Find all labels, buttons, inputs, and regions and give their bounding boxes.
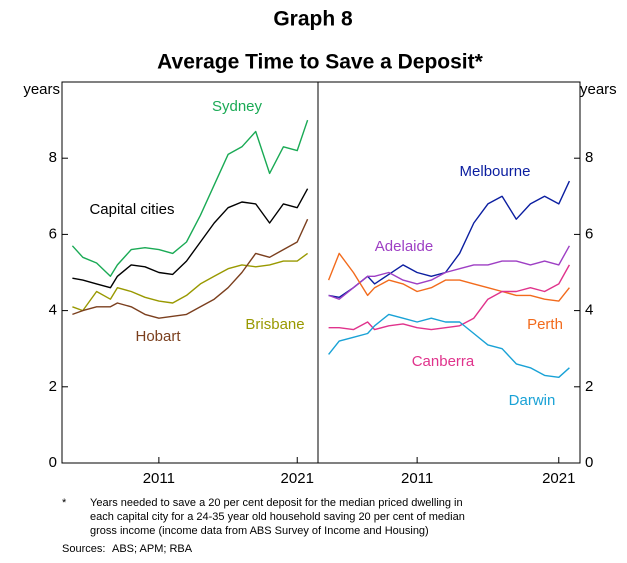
y-tick-label: 2 [49, 378, 57, 395]
series-label: Capital cities [89, 201, 174, 218]
series-line [327, 252, 570, 302]
footnote-line: Years needed to save a 20 per cent depos… [90, 497, 463, 509]
series-label: Perth [527, 316, 563, 333]
series-label: Sydney [212, 98, 263, 115]
plot-frame [61, 81, 581, 464]
x-tick-label: 2021 [542, 470, 575, 487]
footnote-line: each capital city for a 24-35 year old h… [90, 511, 465, 523]
series-line [72, 188, 309, 289]
y-axis-label: years [580, 81, 617, 98]
y-tick-label: 2 [585, 378, 593, 395]
x-tick-label: 2011 [401, 470, 433, 487]
series-line [72, 218, 309, 319]
y-tick-label: 4 [49, 302, 57, 319]
series-line [71, 119, 309, 277]
series-line [328, 245, 571, 300]
y-tick-label: 0 [585, 454, 593, 471]
series-label: Brisbane [245, 316, 304, 333]
sources-label: Sources: [62, 543, 105, 555]
footnote-line: gross income (income data from ABS Surve… [90, 525, 429, 537]
footnote-marker: * [62, 497, 67, 509]
series-line [72, 252, 309, 312]
chart-title: Graph 8 [273, 8, 353, 31]
y-tick-label: 6 [585, 225, 593, 242]
chart-subtitle: Average Time to Save a Deposit* [157, 51, 483, 74]
series-line [328, 313, 570, 378]
x-tick-label: 2011 [143, 470, 175, 487]
sources: ABS; APM; RBA [112, 543, 193, 555]
y-tick-label: 4 [585, 302, 593, 319]
y-tick-label: 0 [49, 454, 57, 471]
y-tick-label: 8 [585, 149, 593, 166]
y-tick-label: 8 [49, 149, 57, 166]
y-tick-label: 6 [49, 225, 57, 242]
series-line [328, 264, 571, 331]
series-label: Darwin [509, 392, 556, 409]
y-axis-label: years [23, 81, 60, 98]
x-tick-label: 2021 [281, 470, 314, 487]
series-label: Hobart [135, 328, 181, 345]
series-label: Canberra [412, 353, 475, 370]
series-label: Adelaide [375, 238, 433, 255]
series-label: Melbourne [460, 163, 531, 180]
